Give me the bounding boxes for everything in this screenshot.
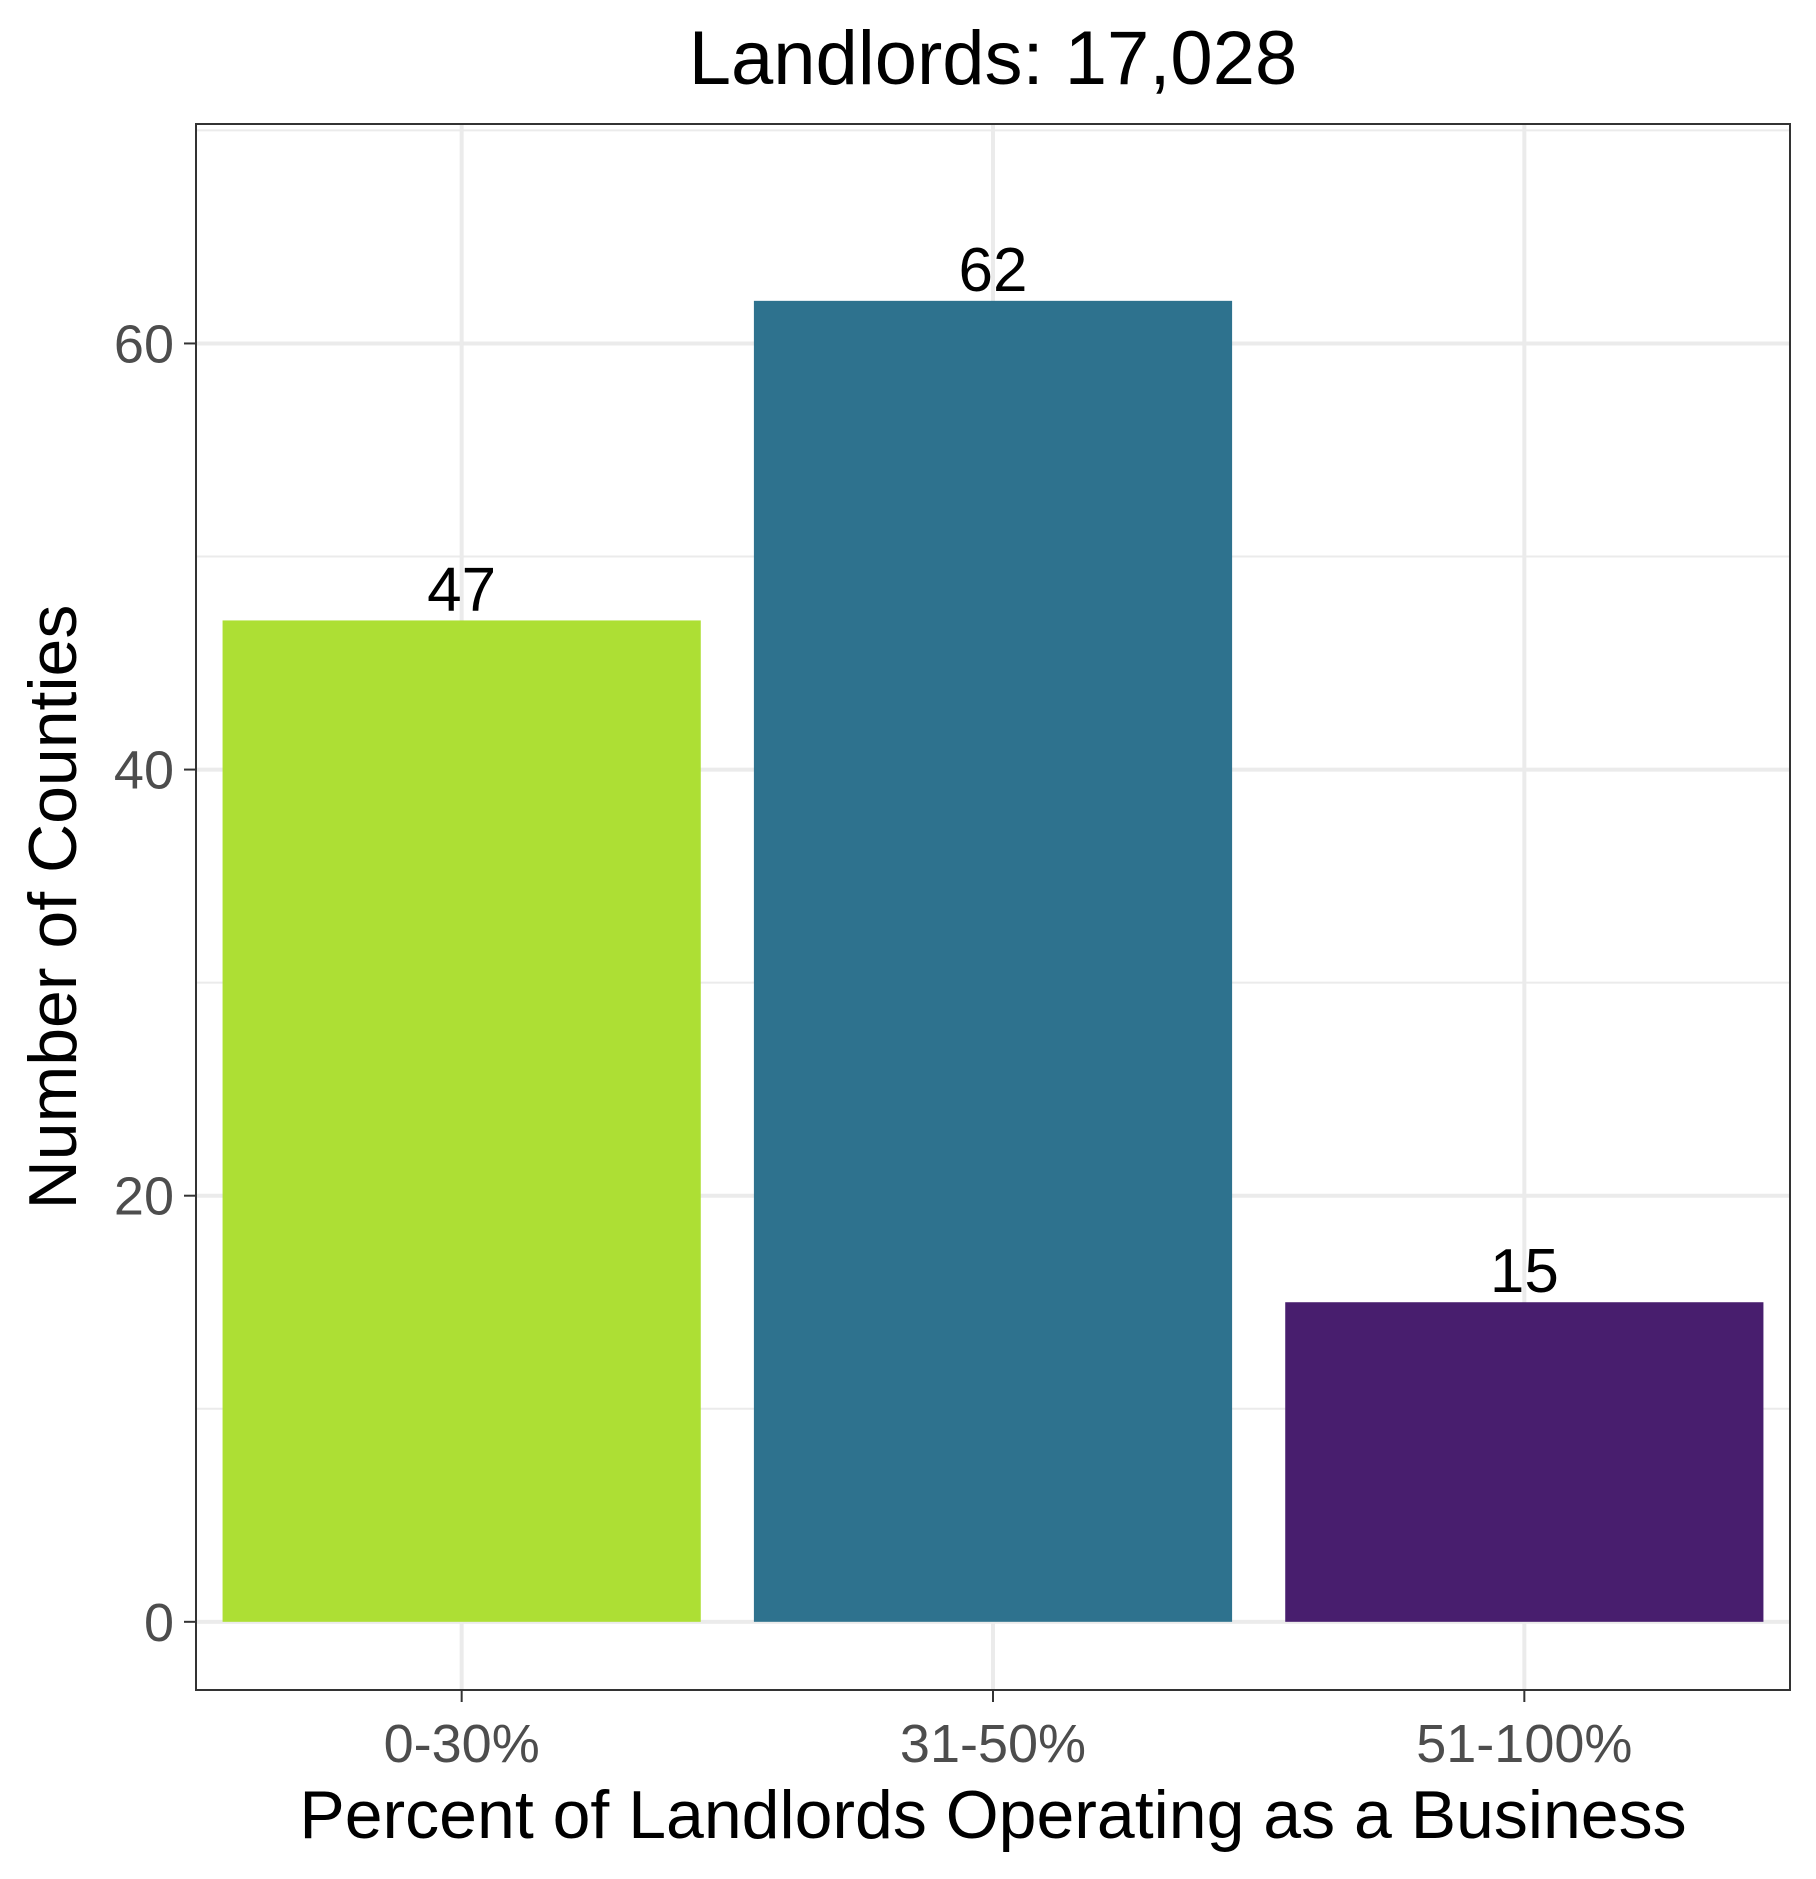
y-axis: 0 20 40 60 [114,314,196,1653]
y-tick-label: 60 [114,314,174,374]
data-labels: 47 62 15 [427,236,1559,1306]
chart-title: Landlords: 17,028 [689,16,1297,101]
x-tick-label: 31-50% [900,1714,1086,1774]
data-label: 47 [427,555,496,624]
data-label: 62 [959,236,1028,305]
y-tick-label: 20 [114,1167,174,1227]
data-label: 15 [1490,1237,1559,1306]
plot-panel: 47 62 15 [195,123,1791,1691]
y-axis-title: Number of Counties [15,605,91,1210]
x-tick-label: 0-30% [384,1714,540,1774]
x-axis: 0-30% 31-50% 51-100% [384,1690,1632,1774]
x-tick-label: 51-100% [1416,1714,1632,1774]
y-tick-label: 40 [114,741,174,801]
y-tick-label: 0 [144,1593,174,1653]
bar-51-100% [1285,1302,1764,1622]
bar-0-30% [222,620,701,1622]
x-axis-title: Percent of Landlords Operating as a Busi… [299,1777,1686,1853]
bars [222,300,1764,1622]
bar-31-50% [753,300,1233,1622]
